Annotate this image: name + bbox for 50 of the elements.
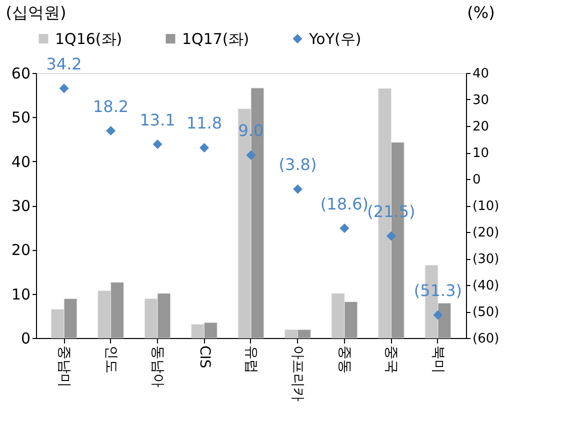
data-label: 34.2 xyxy=(46,54,82,74)
x-tick-label: 유럽 xyxy=(243,346,259,374)
y2-tick-label: 20 xyxy=(472,120,490,134)
x-tick-label: 아프리카 xyxy=(290,346,306,402)
data-label: (3.8) xyxy=(278,155,317,174)
y2-tick-label: (30) xyxy=(472,252,500,267)
y2-tick-label: 10 xyxy=(472,146,490,161)
y-tick-label: 50 xyxy=(11,108,30,127)
y2-tick-label: (40) xyxy=(472,278,500,294)
y2-tick-label: (60) xyxy=(472,332,500,346)
y-tick-label: 0 xyxy=(20,330,30,348)
data-label: 11.8 xyxy=(186,114,222,133)
data-label: 9.0 xyxy=(238,121,264,140)
data-label: (18.6) xyxy=(320,194,369,214)
point xyxy=(152,140,162,150)
data-label: (21.5) xyxy=(367,202,416,221)
y-tick-label: 20 xyxy=(11,241,30,260)
y-axis-title: (십억원) xyxy=(6,3,66,22)
x-tick-label: 중동 xyxy=(336,346,352,374)
legend-label: YoY(우) xyxy=(308,30,362,48)
x-tick-label: 중국 xyxy=(383,346,400,374)
point xyxy=(106,126,116,136)
point xyxy=(246,150,256,160)
x-tick-label: 인도 xyxy=(102,346,119,374)
point xyxy=(340,224,350,234)
point xyxy=(200,142,210,152)
y2-axis-title: (%) xyxy=(467,3,495,22)
y2-tick-label: 40 xyxy=(472,66,490,82)
y2-tick-label: 30 xyxy=(472,93,490,108)
data-label: 18.2 xyxy=(92,96,129,116)
point xyxy=(433,310,443,320)
y2-tick-label: 0 xyxy=(472,172,481,188)
data-label: 13.1 xyxy=(140,110,176,130)
x-tick-label: 북미 xyxy=(430,346,446,374)
y-tick-label: 30 xyxy=(11,197,30,215)
y-tick-label: 40 xyxy=(11,152,30,171)
x-tick-label: CIS xyxy=(196,346,212,368)
y-tick-label: 60 xyxy=(11,64,30,82)
point xyxy=(386,231,396,241)
y-tick-label: 10 xyxy=(11,285,30,304)
data-label: (51.3) xyxy=(414,280,462,300)
point xyxy=(59,84,69,94)
y2-tick-label: (20) xyxy=(472,226,500,240)
y2-tick-label: (10) xyxy=(472,199,500,214)
x-tick-label: 중남미 xyxy=(56,346,72,388)
y2-tick-label: (50) xyxy=(472,305,500,320)
legend-label: 1Q17(좌) xyxy=(182,30,250,48)
point xyxy=(292,184,302,194)
legend-label: 1Q16(좌) xyxy=(55,30,122,48)
x-tick-label: 동남아 xyxy=(150,346,166,388)
